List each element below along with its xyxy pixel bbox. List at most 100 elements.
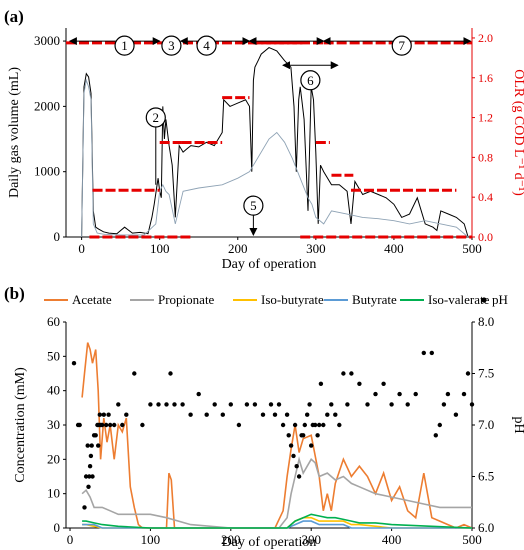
- x-tick-label: 0: [78, 241, 85, 256]
- ph-point: [276, 402, 282, 407]
- panel-b-chart: 0 100 200 300 400 500 0 10 20 30 40 50 60 6.0 6.5 7.0 7.…: [13, 292, 524, 550]
- ph-point: [333, 412, 338, 417]
- ph-point: [315, 433, 320, 438]
- ph-point: [321, 422, 326, 428]
- y2-tick-label: 8.0: [478, 314, 494, 329]
- series-line-propionate: [81, 456, 472, 529]
- ph-point: [124, 412, 129, 417]
- y2-tick-label: 0.8: [478, 150, 493, 164]
- y2-tick-label: 1.6: [478, 71, 493, 85]
- ph-point: [280, 422, 286, 428]
- ph-point: [413, 391, 418, 397]
- ph-point: [71, 361, 77, 366]
- gas-volume-line: [81, 47, 469, 238]
- ph-point: [148, 402, 153, 407]
- ph-point: [77, 422, 82, 428]
- ph-point: [437, 422, 442, 428]
- series-line-butyrate: [82, 520, 472, 529]
- y-tick-label: 50: [47, 348, 60, 363]
- legend-label: Acetate: [72, 292, 112, 307]
- phase-number: 2: [153, 110, 160, 125]
- gas-volume-secondary-line: [81, 78, 469, 238]
- series-line-acetate: [81, 342, 473, 529]
- phase-circle: [300, 70, 321, 91]
- x-axis-title: Day of operation: [222, 257, 317, 272]
- y2-tick-label: 0.4: [478, 190, 493, 204]
- phase-circle: [196, 35, 217, 56]
- x-tick-label: 500: [462, 532, 482, 547]
- ph-point: [465, 371, 471, 376]
- y2-tick-label: 7.5: [478, 366, 494, 381]
- legend-label: Propionate: [158, 292, 215, 307]
- x-tick-label: 100: [141, 532, 161, 547]
- phase-number: 6: [307, 73, 314, 88]
- y-tick-label: 60: [47, 314, 60, 329]
- ph-point: [212, 402, 217, 407]
- ph-point: [120, 422, 125, 428]
- phase-number: 1: [121, 38, 128, 53]
- ph-point: [381, 381, 386, 386]
- y2-axis-title: pH: [511, 416, 524, 433]
- legend: Acetate Propionate Iso-butyrate Butyrate Iso…: [44, 292, 508, 307]
- ph-point: [172, 402, 177, 407]
- ph-point: [325, 412, 330, 417]
- y-axis-title: Concentration (mM): [13, 367, 28, 483]
- ph-point: [83, 474, 89, 479]
- x-axis-title: Day of operation: [222, 535, 317, 550]
- ph-point: [318, 381, 324, 386]
- ph-point: [389, 402, 394, 407]
- ph-point: [164, 402, 169, 407]
- ph-point: [88, 453, 94, 459]
- ph-point: [108, 422, 113, 428]
- x-tick-label: 200: [221, 532, 241, 547]
- ph-point: [305, 412, 310, 417]
- y-tick-label: 1000: [34, 164, 60, 179]
- x-tick-label: 400: [384, 241, 404, 256]
- ph-point: [101, 412, 107, 417]
- ph-point: [341, 371, 346, 376]
- ph-point: [397, 391, 402, 397]
- x-tick-label: 200: [228, 241, 248, 256]
- ph-point: [309, 443, 314, 448]
- phase-number: 3: [168, 38, 175, 53]
- phase-circle: [161, 35, 182, 56]
- ph-point: [294, 464, 299, 469]
- y-tick-label: 30: [47, 417, 60, 432]
- ph-point: [260, 412, 266, 417]
- ph-point: [329, 402, 334, 407]
- ph-point: [284, 412, 290, 417]
- y2-tick-label: 6.5: [478, 469, 494, 484]
- ph-point: [405, 402, 410, 407]
- ph-point: [97, 412, 103, 417]
- ph-point: [100, 422, 105, 428]
- y2-tick-label: 0.0: [478, 230, 493, 244]
- panel-a-label: (a): [4, 7, 24, 26]
- y2-tick-label: 1.2: [478, 111, 493, 125]
- ph-point: [429, 350, 434, 356]
- ph-point: [357, 381, 362, 386]
- ph-point: [104, 422, 109, 428]
- phase-circle: [114, 35, 135, 56]
- ph-point: [286, 433, 291, 438]
- ph-point: [112, 422, 117, 428]
- phase-number: 4: [203, 38, 210, 53]
- ph-point: [292, 422, 298, 428]
- ph-point: [82, 505, 87, 510]
- y2-tick-label: 7.0: [478, 417, 494, 432]
- ph-point: [441, 402, 447, 407]
- x-tick-label: 300: [306, 241, 326, 256]
- panel-a-chart: 0 100 200 300 400 500 0 1000 2000 3000 0.0 0.4 0.8 1.…: [7, 28, 524, 272]
- phase-number: 7: [398, 38, 405, 53]
- legend-label: Butyrate: [352, 292, 397, 307]
- ph-point: [365, 402, 370, 407]
- ph-point: [272, 412, 278, 417]
- ph-point: [288, 443, 294, 448]
- ph-point: [301, 433, 306, 438]
- y2-tick-label: 6.0: [478, 520, 494, 535]
- ph-point: [268, 402, 274, 407]
- ph-point: [349, 371, 354, 376]
- ph-point: [345, 402, 350, 407]
- ph-point: [302, 422, 307, 428]
- legend-label: Iso-butyrate: [261, 292, 324, 307]
- ph-point: [453, 412, 459, 417]
